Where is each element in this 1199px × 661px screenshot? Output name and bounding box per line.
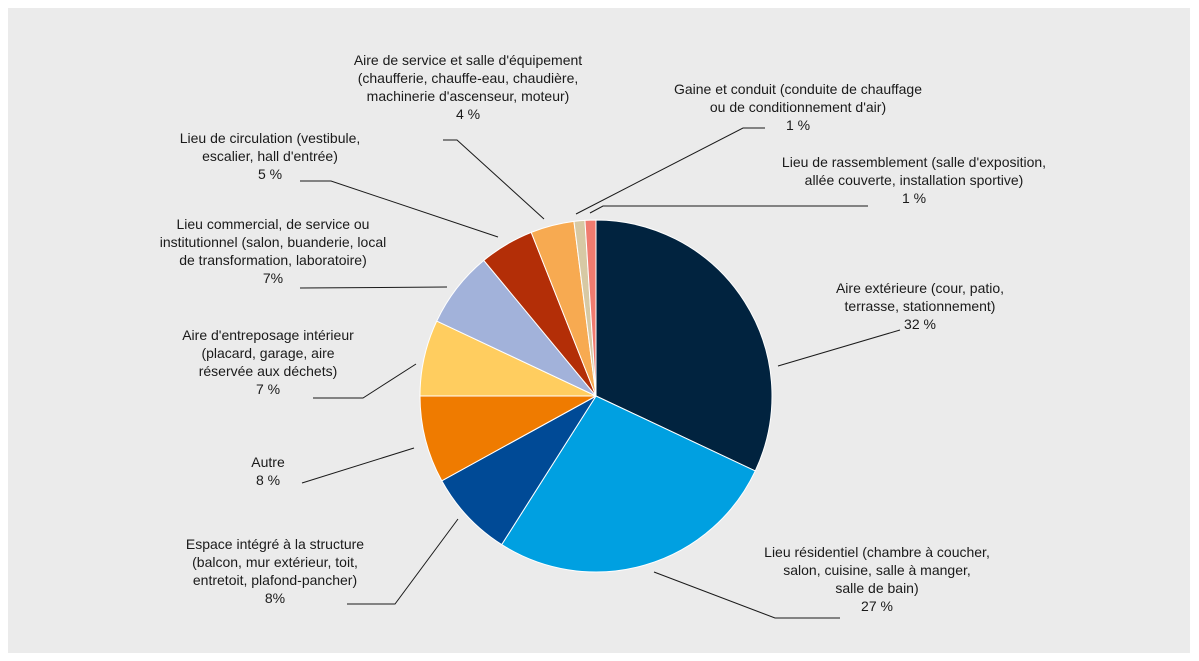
slice-label-line: Aire de service et salle d'équipement: [354, 52, 582, 68]
slice-label-line: Aire extérieure (cour, patio,: [836, 280, 1004, 296]
slice-label-line: Autre: [251, 454, 285, 470]
slice-label: Gaine et conduit (conduite de chauffage o…: [674, 81, 922, 133]
leader-line: [347, 518, 459, 605]
slice-label-line: terrasse, stationnement): [845, 298, 996, 314]
leader-line: [299, 286, 448, 289]
slice-label-line: ou de conditionnement d'air): [710, 99, 886, 115]
slice-label: Lieu de circulation (vestibule, escalier,…: [180, 130, 361, 182]
slice-percent: 1 %: [786, 117, 810, 133]
slice-label-line: (chaufferie, chauffe-eau, chaudière,: [358, 70, 579, 86]
slice-label-line: Espace intégré à la structure: [186, 536, 364, 552]
slice-percent: 4 %: [456, 106, 480, 122]
slice-percent: 8%: [265, 590, 285, 606]
slice-percent: 7%: [263, 270, 283, 286]
slice-label-line: de transformation, laboratoire): [179, 252, 367, 268]
leader-line: [301, 447, 415, 484]
slice-label: Autre 8 %: [251, 454, 285, 488]
pie-slice: [584, 219, 597, 397]
slice-label-line: escalier, hall d'entrée): [202, 148, 338, 164]
pie-slice: [441, 395, 597, 546]
slice-label-line: réservée aux déchets): [199, 363, 338, 379]
slice-label-line: Gaine et conduit (conduite de chauffage: [674, 81, 922, 97]
slice-label-line: Lieu résidentiel (chambre à coucher,: [764, 544, 990, 560]
leader-line: [575, 127, 765, 215]
slice-label: Lieu commercial, de service ou institutio…: [160, 216, 386, 286]
slice-percent: 7 %: [256, 381, 280, 397]
leader-line: [777, 329, 901, 367]
slice-label-line: Lieu commercial, de service ou: [177, 216, 370, 232]
leader-line: [300, 180, 499, 238]
slice-label-line: (placard, garage, aire: [201, 345, 334, 361]
slice-label-line: Lieu de circulation (vestibule,: [180, 130, 361, 146]
slice-percent: 8 %: [256, 472, 280, 488]
slice-label: Espace intégré à la structure (balcon, mu…: [186, 536, 364, 606]
slice-label-line: machinerie d'ascenseur, moteur): [367, 88, 570, 104]
slice-label: Aire d'entreposage intérieur (placard, ga…: [182, 327, 354, 397]
slice-label: Aire extérieure (cour, patio, terrasse, s…: [836, 280, 1004, 332]
leader-line: [589, 205, 868, 214]
slice-label: Lieu résidentiel (chambre à coucher, salo…: [764, 544, 990, 614]
slice-label-line: salle de bain): [835, 580, 918, 596]
slice-label-line: Aire d'entreposage intérieur: [182, 327, 354, 343]
slice-percent: 27 %: [861, 598, 893, 614]
leader-line: [313, 363, 417, 399]
pie-slice: [419, 395, 597, 482]
slice-label-line: salon, cuisine, salle à manger,: [783, 562, 971, 578]
slice-percent: 32 %: [904, 316, 936, 332]
slice-label-line: (balcon, mur extérieur, toit,: [192, 554, 358, 570]
slice-label-line: entretoit, plafond-pancher): [193, 572, 357, 588]
slice-label-line: allée couverte, installation sportive): [805, 172, 1024, 188]
slice-percent: 5 %: [258, 166, 282, 182]
slice-label-line: institutionnel (salon, buanderie, local: [160, 234, 386, 250]
leader-line: [443, 139, 545, 220]
slice-label-line: Lieu de rassemblement (salle d'expositio…: [782, 154, 1046, 170]
slice-label: Aire de service et salle d'équipement (ch…: [354, 52, 582, 122]
pie-slice: [595, 219, 773, 472]
slice-percent: 1 %: [902, 190, 926, 206]
pie-slice: [500, 395, 756, 573]
leader-line: [653, 571, 840, 619]
slice-label: Lieu de rassemblement (salle d'expositio…: [782, 154, 1046, 206]
